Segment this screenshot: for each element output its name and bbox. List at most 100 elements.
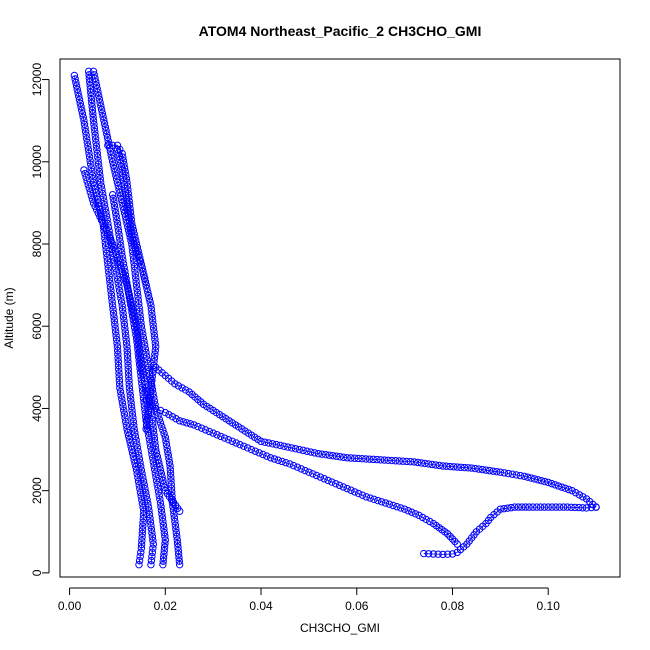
data-point xyxy=(104,230,112,238)
data-point xyxy=(137,322,146,330)
data-point xyxy=(172,415,180,423)
data-point xyxy=(127,216,136,224)
data-point xyxy=(122,277,130,286)
data-point xyxy=(117,264,125,272)
data-point xyxy=(91,202,99,211)
data-point xyxy=(161,536,169,544)
data-point xyxy=(108,240,117,248)
data-point xyxy=(116,188,124,197)
data-point xyxy=(84,142,92,150)
data-point xyxy=(110,316,119,325)
data-point xyxy=(150,354,159,362)
data-point xyxy=(119,402,127,411)
data-point xyxy=(95,164,103,172)
data-point xyxy=(393,503,401,511)
data-point xyxy=(85,153,94,161)
data-point xyxy=(103,130,111,138)
data-point xyxy=(142,425,150,433)
data-point xyxy=(116,156,124,164)
data-point xyxy=(284,443,292,451)
data-point xyxy=(134,447,142,456)
data-point xyxy=(104,137,112,145)
data-point xyxy=(105,233,114,241)
data-point xyxy=(126,387,134,396)
data-point xyxy=(312,471,321,480)
data-point xyxy=(388,456,396,465)
data-point xyxy=(166,466,175,474)
data-point xyxy=(81,127,90,136)
data-point xyxy=(113,145,122,154)
data-point xyxy=(114,358,123,366)
data-point xyxy=(132,319,140,327)
data-point xyxy=(115,283,123,291)
data-point xyxy=(112,175,121,183)
data-point xyxy=(318,450,326,458)
data-point xyxy=(161,532,169,540)
data-point xyxy=(362,455,370,463)
x-axis-label: CH3CHO_GMI xyxy=(300,621,380,635)
data-point xyxy=(116,159,125,167)
data-point xyxy=(120,180,129,189)
data-point xyxy=(109,194,117,202)
data-point xyxy=(140,274,149,282)
data-point xyxy=(130,425,138,433)
data-point xyxy=(116,238,124,246)
data-point xyxy=(103,257,112,265)
data-point xyxy=(88,167,96,176)
series-line xyxy=(145,399,458,545)
data-point xyxy=(133,443,142,452)
data-point xyxy=(533,503,541,511)
data-point xyxy=(527,474,535,482)
data-point xyxy=(138,526,147,534)
data-point xyxy=(140,377,149,385)
data-point xyxy=(134,333,142,342)
data-point xyxy=(147,521,155,530)
data-point xyxy=(278,457,286,466)
data-point xyxy=(147,384,155,392)
data-point xyxy=(123,346,131,355)
x-tick-label: 0.10 xyxy=(537,599,561,613)
data-point xyxy=(117,248,126,257)
data-point xyxy=(500,469,509,477)
data-point xyxy=(94,160,103,168)
data-point xyxy=(303,447,311,455)
data-point xyxy=(123,281,131,289)
data-point xyxy=(89,113,97,121)
data-point xyxy=(139,267,147,276)
data-point xyxy=(561,484,569,493)
data-point xyxy=(132,273,140,282)
data-point xyxy=(108,141,117,150)
data-point xyxy=(152,445,160,454)
data-point xyxy=(555,503,564,511)
data-point xyxy=(124,369,133,377)
data-point xyxy=(137,466,146,474)
data-point xyxy=(280,442,288,450)
data-point xyxy=(446,532,454,541)
data-point xyxy=(148,309,156,317)
data-point xyxy=(109,305,117,314)
data-point xyxy=(140,373,148,382)
data-point xyxy=(148,548,157,557)
data-point xyxy=(138,470,146,478)
data-point xyxy=(87,92,95,100)
data-point xyxy=(143,284,151,293)
data-point xyxy=(139,522,147,530)
data-point xyxy=(328,478,336,486)
data-point xyxy=(408,508,416,516)
data-point xyxy=(78,110,87,118)
data-point xyxy=(380,456,389,464)
data-point xyxy=(105,268,113,276)
data-point xyxy=(109,309,118,317)
data-point xyxy=(144,363,153,372)
data-point xyxy=(135,344,143,353)
data-point xyxy=(287,444,296,452)
data-point xyxy=(307,448,315,456)
data-point xyxy=(133,329,142,338)
data-point xyxy=(316,473,325,481)
data-point xyxy=(232,439,240,447)
data-point xyxy=(173,536,181,544)
data-point xyxy=(197,424,206,432)
data-point xyxy=(112,212,120,220)
data-point xyxy=(133,288,142,297)
